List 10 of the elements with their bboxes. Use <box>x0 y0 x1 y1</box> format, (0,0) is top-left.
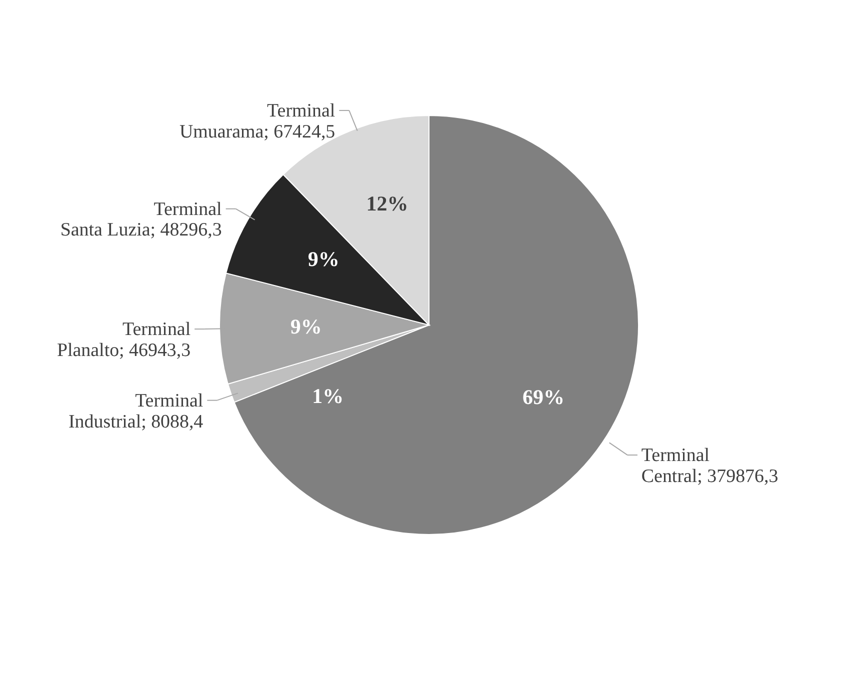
legend-label: Terminal Planalto; 46943,3 <box>56 319 191 361</box>
slice-label: Terminal Industrial; 8088,4 <box>68 390 204 432</box>
text: 9% <box>290 314 322 338</box>
text: 69% <box>522 384 564 409</box>
text: 12% <box>366 192 408 216</box>
text: 1% <box>312 384 344 408</box>
slice-label: Terminal Umuarama; 67424,5 <box>179 100 336 142</box>
slice-label: Terminal Santa Luzia; 48296,3 <box>60 198 222 241</box>
text: 9% <box>308 246 340 271</box>
slice-label: Terminal Central; 379876,3 <box>641 445 778 487</box>
